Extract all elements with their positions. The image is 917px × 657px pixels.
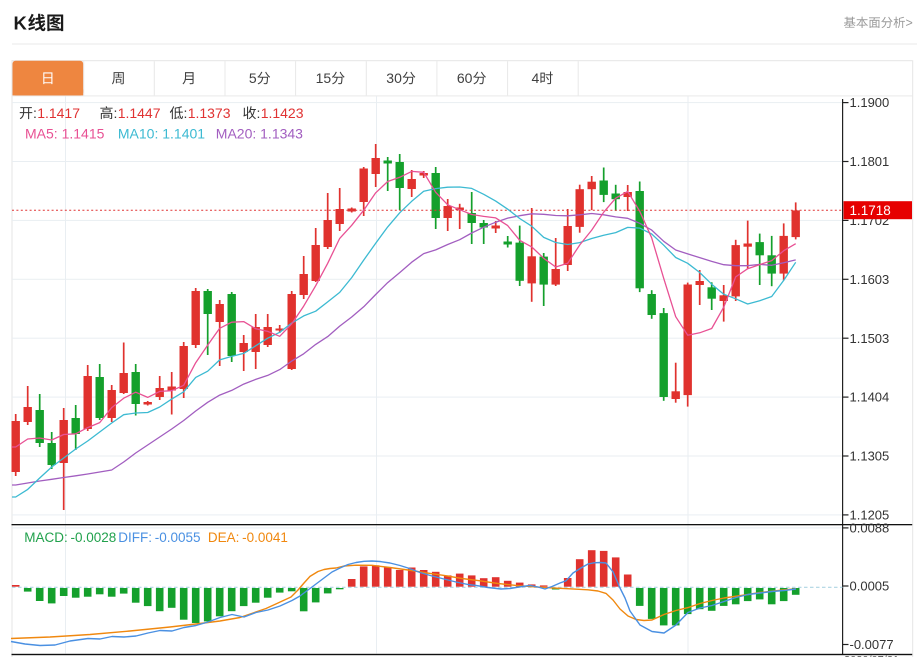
svg-text:1.1718: 1.1718	[850, 203, 891, 218]
svg-text:1.1900: 1.1900	[850, 95, 890, 110]
svg-text:1.1801: 1.1801	[850, 154, 890, 169]
svg-text:15: 15	[316, 70, 332, 86]
svg-text:0.0088: 0.0088	[850, 521, 890, 536]
svg-text:1.1205: 1.1205	[850, 508, 890, 523]
svg-text:30: 30	[386, 70, 402, 86]
svg-text:60: 60	[457, 70, 473, 86]
svg-text:MA5: 1.1415: MA5: 1.1415	[25, 126, 105, 142]
svg-text:1.1503: 1.1503	[850, 331, 890, 346]
svg-text:1.1423: 1.1423	[261, 105, 304, 121]
svg-text:-0.0077: -0.0077	[850, 637, 894, 652]
svg-text:MA10: 1.1401: MA10: 1.1401	[118, 126, 205, 142]
svg-text:1.1373: 1.1373	[188, 105, 231, 121]
svg-text:1.1417: 1.1417	[37, 105, 80, 121]
svg-text::: :	[184, 105, 188, 121]
svg-text:DIFF: -0.0055: DIFF: -0.0055	[118, 530, 200, 545]
svg-text:1.1305: 1.1305	[850, 449, 890, 464]
svg-text:5: 5	[249, 70, 257, 86]
svg-text:>: >	[906, 16, 913, 30]
svg-text:K: K	[14, 13, 28, 34]
svg-text:2020/07/21: 2020/07/21	[844, 655, 899, 657]
svg-text:1.1447: 1.1447	[118, 105, 161, 121]
svg-text:0.0005: 0.0005	[850, 579, 890, 594]
svg-text:4: 4	[532, 70, 540, 86]
svg-text::: :	[33, 105, 37, 121]
svg-text:1.1603: 1.1603	[850, 272, 890, 287]
svg-text:DEA: -0.0041: DEA: -0.0041	[208, 530, 288, 545]
svg-text:MACD: -0.0028: MACD: -0.0028	[24, 530, 116, 545]
svg-text::: :	[114, 105, 118, 121]
svg-text:MA20: 1.1343: MA20: 1.1343	[216, 126, 303, 142]
svg-text::: :	[257, 105, 261, 121]
svg-text:1.1404: 1.1404	[850, 390, 890, 405]
